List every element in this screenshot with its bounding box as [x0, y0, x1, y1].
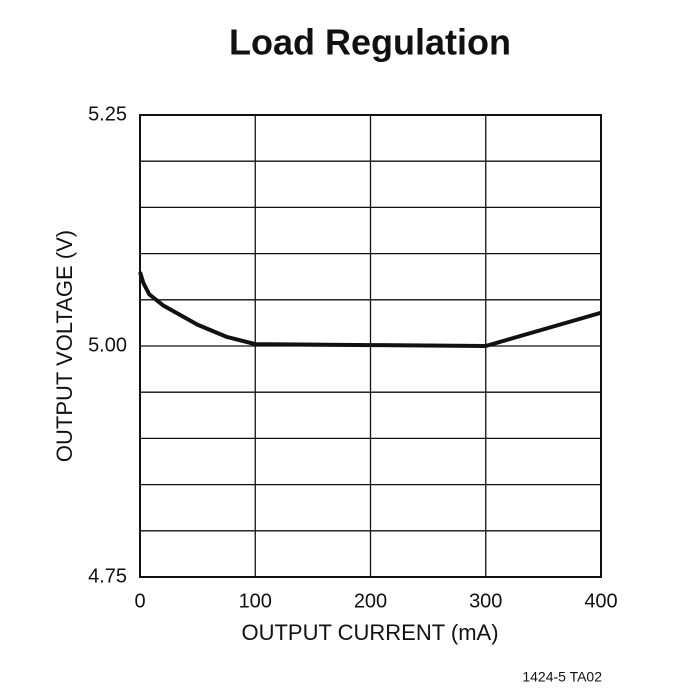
- y-axis-label: OUTPUT VOLTAGE (V): [52, 230, 77, 462]
- x-tick-label: 200: [354, 590, 387, 612]
- footnote: 1424-5 TA02: [522, 669, 602, 685]
- y-tick-label: 4.75: [88, 565, 127, 587]
- x-tick-label: 400: [584, 590, 617, 612]
- x-tick-label: 300: [469, 590, 502, 612]
- x-tick-label: 0: [134, 590, 145, 612]
- plot-frame: [139, 114, 602, 578]
- data-line: [138, 271, 602, 348]
- y-tick-label: 5.25: [88, 103, 127, 125]
- chart-title: Load Regulation: [229, 22, 511, 63]
- x-tick-label: 100: [239, 590, 272, 612]
- x-axis-label: OUTPUT CURRENT (mA): [241, 620, 498, 645]
- y-tick-label: 5.00: [88, 334, 127, 356]
